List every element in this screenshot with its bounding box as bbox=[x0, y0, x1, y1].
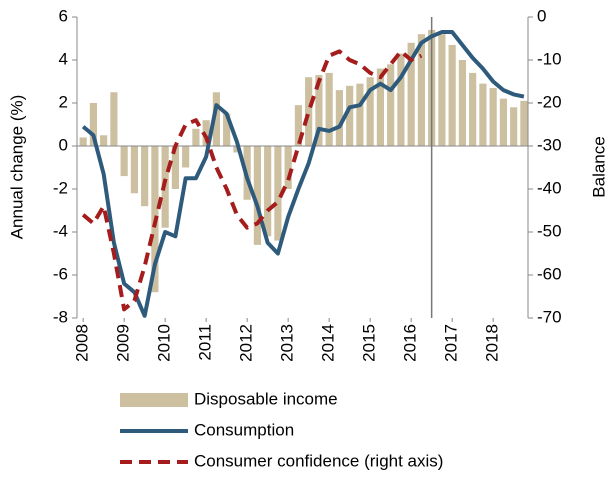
y2-tick-label: -60 bbox=[537, 264, 562, 283]
y-axis-title: Annual change (%) bbox=[7, 95, 26, 240]
bar bbox=[366, 77, 374, 146]
y-tick-label: -2 bbox=[53, 178, 68, 197]
y2-tick-label: -70 bbox=[537, 307, 562, 326]
x-tick-label: 2016 bbox=[401, 324, 420, 362]
y2-tick-label: -30 bbox=[537, 135, 562, 154]
bar bbox=[284, 146, 292, 189]
bar bbox=[520, 100, 528, 146]
bar bbox=[438, 34, 446, 147]
bar bbox=[253, 146, 261, 245]
bar bbox=[315, 75, 323, 146]
legend-swatch bbox=[120, 393, 188, 407]
bar bbox=[141, 146, 149, 207]
y2-tick-label: -20 bbox=[537, 92, 562, 111]
legend-label: Disposable income bbox=[194, 389, 338, 408]
bar bbox=[417, 34, 425, 147]
bar bbox=[346, 85, 354, 146]
y2-tick-label: -10 bbox=[537, 49, 562, 68]
bar bbox=[120, 146, 128, 177]
x-tick-label: 2012 bbox=[237, 324, 256, 362]
x-tick-label: 2015 bbox=[360, 324, 379, 362]
bar bbox=[89, 103, 97, 146]
y-tick-label: 2 bbox=[59, 92, 68, 111]
bar bbox=[510, 107, 518, 146]
x-tick-label: 2014 bbox=[319, 324, 338, 362]
bar bbox=[294, 105, 302, 146]
bar bbox=[223, 113, 231, 146]
bar bbox=[469, 72, 477, 146]
y-tick-label: -6 bbox=[53, 264, 68, 283]
x-tick-label: 2013 bbox=[278, 324, 297, 362]
bar bbox=[325, 72, 333, 146]
bar bbox=[376, 68, 384, 146]
x-tick-label: 2009 bbox=[114, 324, 133, 362]
x-tick-label: 2011 bbox=[196, 324, 215, 361]
bar bbox=[130, 146, 138, 194]
bar bbox=[100, 135, 108, 146]
x-tick-label: 2018 bbox=[483, 324, 502, 362]
bar bbox=[397, 53, 405, 146]
bar bbox=[499, 98, 507, 146]
bar bbox=[335, 90, 343, 146]
bar bbox=[479, 83, 487, 146]
legend-label: Consumption bbox=[194, 420, 294, 439]
bar bbox=[458, 60, 466, 146]
y-tick-label: -4 bbox=[53, 221, 68, 240]
bar bbox=[274, 146, 282, 241]
bar bbox=[212, 92, 220, 146]
bar bbox=[202, 120, 210, 146]
bar bbox=[489, 87, 497, 146]
bar bbox=[233, 146, 241, 153]
bar bbox=[305, 77, 313, 146]
y2-tick-label: 0 bbox=[537, 6, 546, 25]
y-tick-label: 4 bbox=[59, 49, 68, 68]
bar bbox=[356, 83, 364, 146]
x-tick-label: 2010 bbox=[155, 324, 174, 362]
bar bbox=[192, 128, 200, 146]
y2-axis-title: Balance bbox=[589, 136, 608, 197]
bar bbox=[387, 64, 395, 146]
y-tick-label: 6 bbox=[59, 6, 68, 25]
bar bbox=[110, 92, 118, 146]
legend-label: Consumer confidence (right axis) bbox=[194, 451, 443, 470]
y2-tick-label: -40 bbox=[537, 178, 562, 197]
bar bbox=[448, 44, 456, 147]
x-tick-label: 2008 bbox=[73, 324, 92, 362]
y-tick-label: 0 bbox=[59, 135, 68, 154]
dashed-line bbox=[81, 49, 423, 312]
bar bbox=[407, 42, 415, 146]
bar bbox=[182, 146, 190, 168]
bar bbox=[264, 146, 272, 237]
y2-tick-label: -50 bbox=[537, 221, 562, 240]
y-tick-label: -8 bbox=[53, 307, 68, 326]
x-tick-label: 2017 bbox=[442, 324, 461, 362]
line bbox=[81, 30, 525, 318]
bar bbox=[79, 137, 87, 146]
bar bbox=[171, 146, 179, 189]
